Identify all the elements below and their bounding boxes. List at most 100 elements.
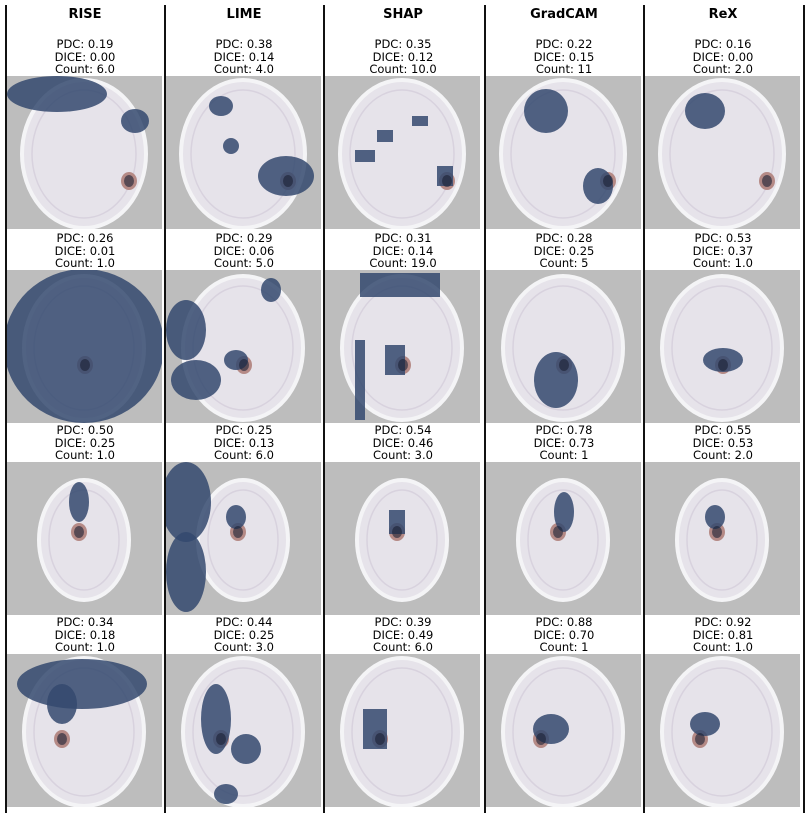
- metrics: PDC: 0.16 DICE: 0.00 Count: 2.0: [645, 38, 801, 76]
- result-cell: PDC: 0.78 DICE: 0.73 Count: 1: [486, 424, 642, 615]
- dice-label: DICE: 0.15: [533, 49, 595, 64]
- mri-explanation-image: [166, 270, 321, 423]
- saliency-overlay: [705, 505, 725, 529]
- column-divider: [643, 5, 645, 813]
- pdc-label: PDC: 0.35: [374, 37, 432, 51]
- saliency-overlay: [389, 510, 405, 534]
- overlap-region: [239, 359, 249, 371]
- pdc-label: PDC: 0.28: [535, 231, 593, 245]
- mri-explanation-image: [325, 76, 480, 229]
- result-cell: PDC: 0.50 DICE: 0.25 Count: 1.0: [7, 424, 163, 615]
- pdc-label: PDC: 0.25: [215, 423, 273, 437]
- dice-label: DICE: 0.81: [692, 627, 754, 642]
- dice-label: DICE: 0.18: [54, 627, 116, 642]
- result-cell: PDC: 0.54 DICE: 0.46 Count: 3.0: [325, 424, 481, 615]
- pdc-label: PDC: 0.19: [56, 37, 114, 51]
- mri-explanation-image: [645, 270, 800, 423]
- brain-slice: [338, 78, 466, 229]
- brain-contour: [512, 285, 614, 411]
- dice-label: DICE: 0.14: [213, 49, 275, 64]
- metrics: PDC: 0.44 DICE: 0.25 Count: 3.0: [166, 616, 322, 654]
- mri-explanation-image: [166, 462, 321, 615]
- mri-explanation-image: [325, 654, 480, 807]
- dice-label: DICE: 0.25: [54, 435, 116, 450]
- metrics: PDC: 0.31 DICE: 0.14 Count: 19.0: [325, 232, 481, 270]
- dice-label: DICE: 0.49: [372, 627, 434, 642]
- method-title: GradCAM: [530, 7, 598, 22]
- dice-label: DICE: 0.37: [692, 243, 754, 258]
- pdc-label: PDC: 0.22: [535, 37, 593, 51]
- count-label: Count: 1: [539, 448, 589, 462]
- overlap-region: [712, 526, 722, 538]
- metrics: PDC: 0.19 DICE: 0.00 Count: 6.0: [7, 38, 163, 76]
- pdc-label: PDC: 0.50: [56, 423, 114, 437]
- brain-contour: [351, 667, 453, 797]
- brain-slice: [660, 656, 784, 807]
- brain-contour: [366, 489, 438, 591]
- mri-explanation-image: [486, 270, 641, 423]
- dice-label: DICE: 0.00: [692, 49, 754, 64]
- column-divider: [164, 5, 166, 813]
- result-cell: PDC: 0.31 DICE: 0.14 Count: 19.0: [325, 232, 481, 423]
- overlap-region: [536, 733, 546, 745]
- pdc-label: PDC: 0.78: [535, 423, 593, 437]
- saliency-overlay: [47, 684, 77, 724]
- result-cell: PDC: 0.34 DICE: 0.18 Count: 1.0: [7, 616, 163, 807]
- metrics: PDC: 0.92 DICE: 0.81 Count: 1.0: [645, 616, 801, 654]
- dice-label: DICE: 0.46: [372, 435, 434, 450]
- brain-contour: [686, 489, 758, 591]
- brain-slice: [179, 78, 307, 229]
- mri-explanation-image: [166, 76, 321, 229]
- count-label: Count: 2.0: [693, 448, 753, 462]
- result-cell: PDC: 0.16 DICE: 0.00 Count: 2.0: [645, 38, 801, 229]
- column-divider: [484, 5, 486, 813]
- brain-slice: [355, 478, 449, 602]
- mri-explanation-image: [486, 654, 641, 807]
- brain-slice: [37, 478, 131, 602]
- mri-explanation-image: [7, 462, 162, 615]
- result-cell: PDC: 0.88 DICE: 0.70 Count: 1: [486, 616, 642, 807]
- saliency-overlay: [412, 116, 428, 126]
- overlap-region: [559, 359, 569, 371]
- mri-explanation-image: [166, 654, 321, 807]
- metrics: PDC: 0.35 DICE: 0.12 Count: 10.0: [325, 38, 481, 76]
- count-label: Count: 1.0: [55, 256, 115, 270]
- brain-contour: [510, 89, 616, 219]
- overlap-region: [553, 526, 563, 538]
- metrics: PDC: 0.50 DICE: 0.25 Count: 1.0: [7, 424, 163, 462]
- result-cell: PDC: 0.38 DICE: 0.14 Count: 4.0: [166, 38, 322, 229]
- mri-explanation-image: [7, 76, 162, 229]
- count-label: Count: 11: [535, 62, 593, 76]
- column-divider: [5, 5, 7, 813]
- overlap-region: [124, 175, 134, 187]
- overlap-region: [233, 526, 243, 538]
- mri-explanation-image: [645, 76, 800, 229]
- mri-explanation-image: [645, 462, 800, 615]
- metrics: PDC: 0.25 DICE: 0.13 Count: 6.0: [166, 424, 322, 462]
- saliency-overlay: [554, 492, 574, 532]
- saliency-overlay: [166, 300, 206, 360]
- brain-contour: [512, 667, 614, 797]
- overlap-region: [283, 175, 293, 187]
- brain-slice: [516, 478, 610, 602]
- saliency-overlay: [231, 734, 261, 764]
- metrics: PDC: 0.38 DICE: 0.14 Count: 4.0: [166, 38, 322, 76]
- overlap-region: [762, 175, 772, 187]
- mri-explanation-image: [325, 270, 480, 423]
- metrics: PDC: 0.54 DICE: 0.46 Count: 3.0: [325, 424, 481, 462]
- metrics: PDC: 0.88 DICE: 0.70 Count: 1: [486, 616, 642, 654]
- mri-explanation-image: [486, 462, 641, 615]
- dice-label: DICE: 0.70: [533, 627, 595, 642]
- overlap-region: [216, 733, 226, 745]
- saliency-overlay: [214, 784, 238, 804]
- dice-label: DICE: 0.12: [372, 49, 434, 64]
- count-label: Count: 19.0: [369, 256, 437, 270]
- mri-explanation-image: [7, 270, 162, 423]
- saliency-overlay: [360, 273, 440, 297]
- method-title: SHAP: [383, 7, 423, 22]
- metrics: PDC: 0.28 DICE: 0.25 Count: 5: [486, 232, 642, 270]
- overlap-region: [74, 526, 84, 538]
- count-label: Count: 6.0: [55, 62, 115, 76]
- brain-contour: [192, 667, 294, 797]
- method-title: ReX: [708, 7, 738, 22]
